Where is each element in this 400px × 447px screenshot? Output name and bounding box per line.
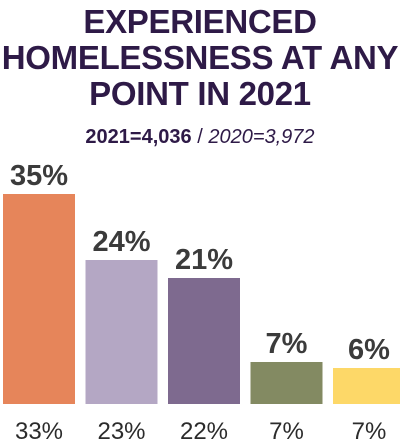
bar-value-label-2021-3: 21% (175, 244, 233, 276)
subtitle-2021-total: 2021=4,036 (85, 126, 192, 148)
bar-1 (3, 194, 75, 404)
bar-value-label-2021-2: 24% (92, 226, 150, 258)
bar-2 (85, 260, 158, 404)
bar-value-label-2020-3: 22% (180, 418, 228, 445)
bar-3 (168, 278, 240, 404)
chart-subtitle: 2021=4,036 / 2020=3,972 (0, 125, 400, 149)
bar-chart: 35% 33% 24% 23% 21% 22% 7% 7% 6% 7% (3, 160, 400, 445)
bar-value-label-2021-4: 7% (266, 328, 308, 360)
chart-title: EXPERIENCED HOMELESSNESS AT ANY POINT IN… (1, 3, 399, 112)
subtitle-separator: / (191, 126, 209, 148)
bar-value-label-2020-2: 23% (97, 418, 145, 445)
bar-value-label-2021-1: 35% (10, 160, 68, 192)
bar-5 (333, 368, 400, 404)
bar-value-label-2020-1: 33% (15, 418, 63, 445)
subtitle-2020-total: 2020=3,972 (208, 126, 315, 148)
bar-value-label-2020-4: 7% (269, 418, 304, 445)
bar-value-label-2020-5: 7% (352, 418, 387, 445)
bar-4 (250, 362, 323, 404)
bar-value-label-2021-5: 6% (348, 334, 390, 366)
